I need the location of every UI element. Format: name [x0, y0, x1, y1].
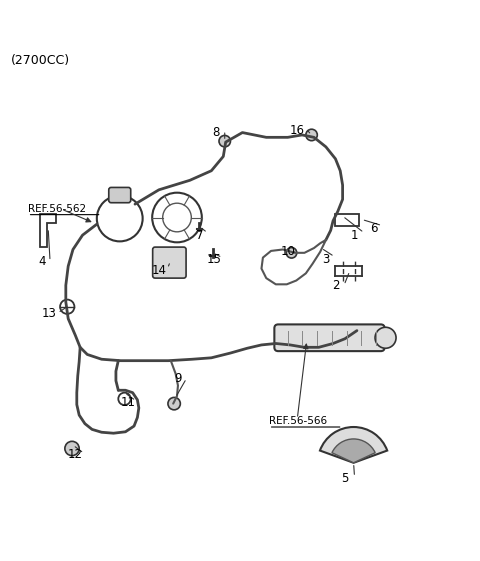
- Text: 1: 1: [351, 229, 358, 242]
- Text: REF.56-566: REF.56-566: [269, 416, 327, 426]
- Circle shape: [168, 397, 180, 410]
- Wedge shape: [320, 427, 387, 463]
- FancyBboxPatch shape: [275, 324, 384, 351]
- Text: 5: 5: [341, 472, 348, 485]
- Text: 2: 2: [332, 279, 339, 292]
- Circle shape: [306, 129, 317, 141]
- Text: 12: 12: [68, 448, 83, 461]
- Text: 6: 6: [370, 222, 377, 234]
- FancyBboxPatch shape: [153, 247, 186, 278]
- Text: 9: 9: [174, 372, 182, 385]
- Text: REF.56-562: REF.56-562: [28, 204, 86, 214]
- Text: 14: 14: [151, 264, 167, 278]
- Circle shape: [65, 442, 79, 456]
- Text: 8: 8: [213, 126, 220, 139]
- Circle shape: [219, 135, 230, 147]
- Text: 7: 7: [196, 229, 203, 242]
- Text: 10: 10: [280, 245, 295, 259]
- Text: 3: 3: [322, 252, 330, 265]
- FancyBboxPatch shape: [109, 187, 131, 203]
- Text: 11: 11: [120, 396, 135, 409]
- Circle shape: [375, 327, 396, 348]
- Text: 4: 4: [38, 255, 46, 268]
- Wedge shape: [332, 439, 375, 463]
- Text: 16: 16: [290, 123, 305, 137]
- Text: 15: 15: [206, 252, 221, 265]
- Text: (2700CC): (2700CC): [11, 54, 70, 67]
- Circle shape: [286, 247, 297, 258]
- Text: 13: 13: [42, 307, 57, 320]
